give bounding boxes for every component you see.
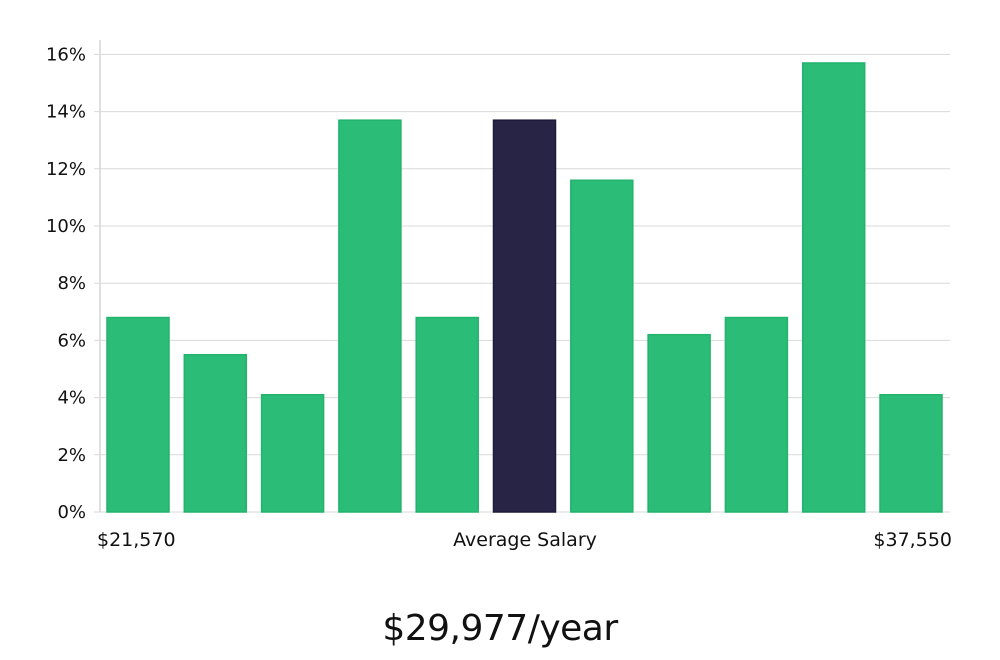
y-tick-label: 6%: [57, 330, 86, 351]
y-axis-ticks: 0% 2% 4% 6% 8% 10% 12% 14% 16%: [46, 44, 86, 523]
salary-histogram: 0% 2% 4% 6% 8% 10% 12% 14% 16%: [46, 40, 950, 523]
bar-average-salary: [492, 119, 557, 513]
bar: [570, 179, 634, 513]
bar: [724, 316, 789, 513]
y-tick-label: 12%: [46, 159, 86, 180]
y-tick-label: 16%: [46, 44, 86, 65]
y-tick-label: 4%: [57, 388, 86, 409]
y-tick-label: 10%: [46, 216, 86, 237]
y-tick-label: 14%: [46, 102, 86, 123]
bar: [879, 393, 943, 513]
bar: [415, 316, 479, 513]
average-salary-value: $29,977/year: [382, 608, 618, 649]
y-tick-label: 2%: [57, 445, 86, 466]
bar: [801, 62, 866, 513]
x-axis-center-label: Average Salary: [453, 529, 597, 551]
bars: [106, 62, 943, 513]
x-axis-max-label: $37,550: [873, 529, 952, 551]
bar: [260, 393, 325, 513]
bar: [106, 316, 170, 513]
bar: [647, 333, 711, 513]
y-tick-label: 0%: [57, 502, 86, 523]
y-tick-label: 8%: [57, 273, 86, 294]
bar: [183, 353, 248, 513]
bar: [338, 119, 402, 513]
x-axis-min-label: $21,570: [97, 529, 176, 551]
